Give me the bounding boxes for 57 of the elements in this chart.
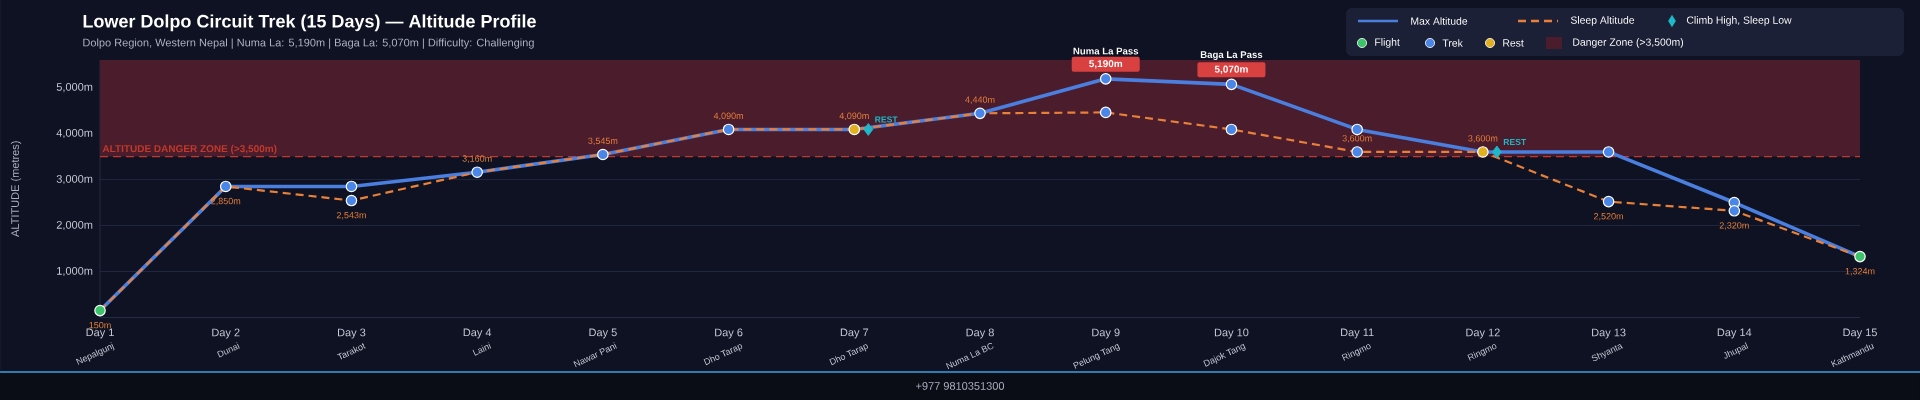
x-tick-label: Day 11 <box>1341 328 1374 339</box>
data-label: 3,600m <box>1342 135 1372 143</box>
x-tick-label: Day 2 <box>212 328 240 339</box>
legend-label: Climb High, Sleep Low <box>1686 16 1792 26</box>
text: Dho Tarap <box>703 344 743 366</box>
legend-label: Danger Zone (>3,500m) <box>1573 38 1684 48</box>
x-tick-label: Day 3 <box>337 328 366 339</box>
x-tick-label: Day 12 <box>1466 328 1500 339</box>
legend-label: Trek <box>1442 39 1463 47</box>
text: Laini <box>472 342 492 356</box>
data-label: 2,543m <box>336 211 366 220</box>
legend-label: Sleep Altitude <box>1570 16 1635 26</box>
text: +977 9810351300 <box>916 382 1005 390</box>
data-label: 3,600m <box>1468 135 1498 143</box>
y-axis-title: ALTITUDE (metres) <box>10 141 22 237</box>
data-label: 3,160m <box>462 155 492 163</box>
data-label: 4,090m <box>713 112 743 121</box>
legend-label: Rest <box>1503 39 1524 47</box>
y-tick-label: 5,000m <box>56 83 93 93</box>
annotation: Baga La Pass <box>1200 51 1263 60</box>
x-tick-label: Day 7 <box>840 328 869 339</box>
x-tick-label: Day 6 <box>715 328 743 339</box>
data-label: 4,440m <box>965 96 995 104</box>
x-tick-label: Day 1 <box>86 328 114 339</box>
data-label: 150m <box>89 322 111 329</box>
x-tick-label: Day 15 <box>1843 328 1877 339</box>
annotation: REST <box>1503 138 1527 146</box>
x-tick-label: Day 14 <box>1717 328 1752 339</box>
text: Numa La BC <box>945 342 994 370</box>
data-label: 2,850m <box>211 197 241 206</box>
legend-label: Flight <box>1375 38 1400 48</box>
text: Nawar Pani <box>573 342 617 368</box>
data-label: 2,520m <box>1594 213 1623 221</box>
y-tick-label: 3,000m <box>56 175 93 185</box>
chart-subtitle: Dolpo Region, Western Nepal | Numa La: 5,190m | Baga La: 5,070m | Difficulty: Challenging <box>83 38 534 49</box>
x-tick-label: Day 8 <box>966 328 994 339</box>
data-label: 5,190m <box>1089 60 1123 69</box>
y-tick-label: 1,000m <box>57 266 93 277</box>
data-label: 3,545m <box>588 137 618 146</box>
x-tick-label: Day 10 <box>1214 328 1249 339</box>
y-tick-label: 2,000m <box>56 220 93 231</box>
x-tick-label: Day 5 <box>589 328 617 339</box>
annotation: REST <box>875 116 898 123</box>
data-label: 4,090m <box>839 112 869 121</box>
annotation: Numa La Pass <box>1073 47 1139 55</box>
x-tick-label: Day 9 <box>1092 328 1120 339</box>
data-label: 1,324m <box>1845 268 1875 276</box>
ref-line-label: ALTITUDE DANGER ZONE (>3,500m) <box>102 144 277 155</box>
x-tick-label: Day 4 <box>463 328 492 339</box>
y-tick-label: 4,000m <box>56 129 93 139</box>
x-tick-label: Day 13 <box>1592 328 1626 339</box>
legend-label: Max Altitude <box>1411 17 1468 25</box>
data-label: 5,070m <box>1214 65 1248 75</box>
text: Dho Tarap <box>829 344 868 366</box>
chart-title: Lower Dolpo Circuit Trek (15 Days) — Altitude Profile <box>83 14 536 32</box>
text: Dajok Tang <box>1203 343 1246 367</box>
data-label: 2,320m <box>1719 222 1749 230</box>
